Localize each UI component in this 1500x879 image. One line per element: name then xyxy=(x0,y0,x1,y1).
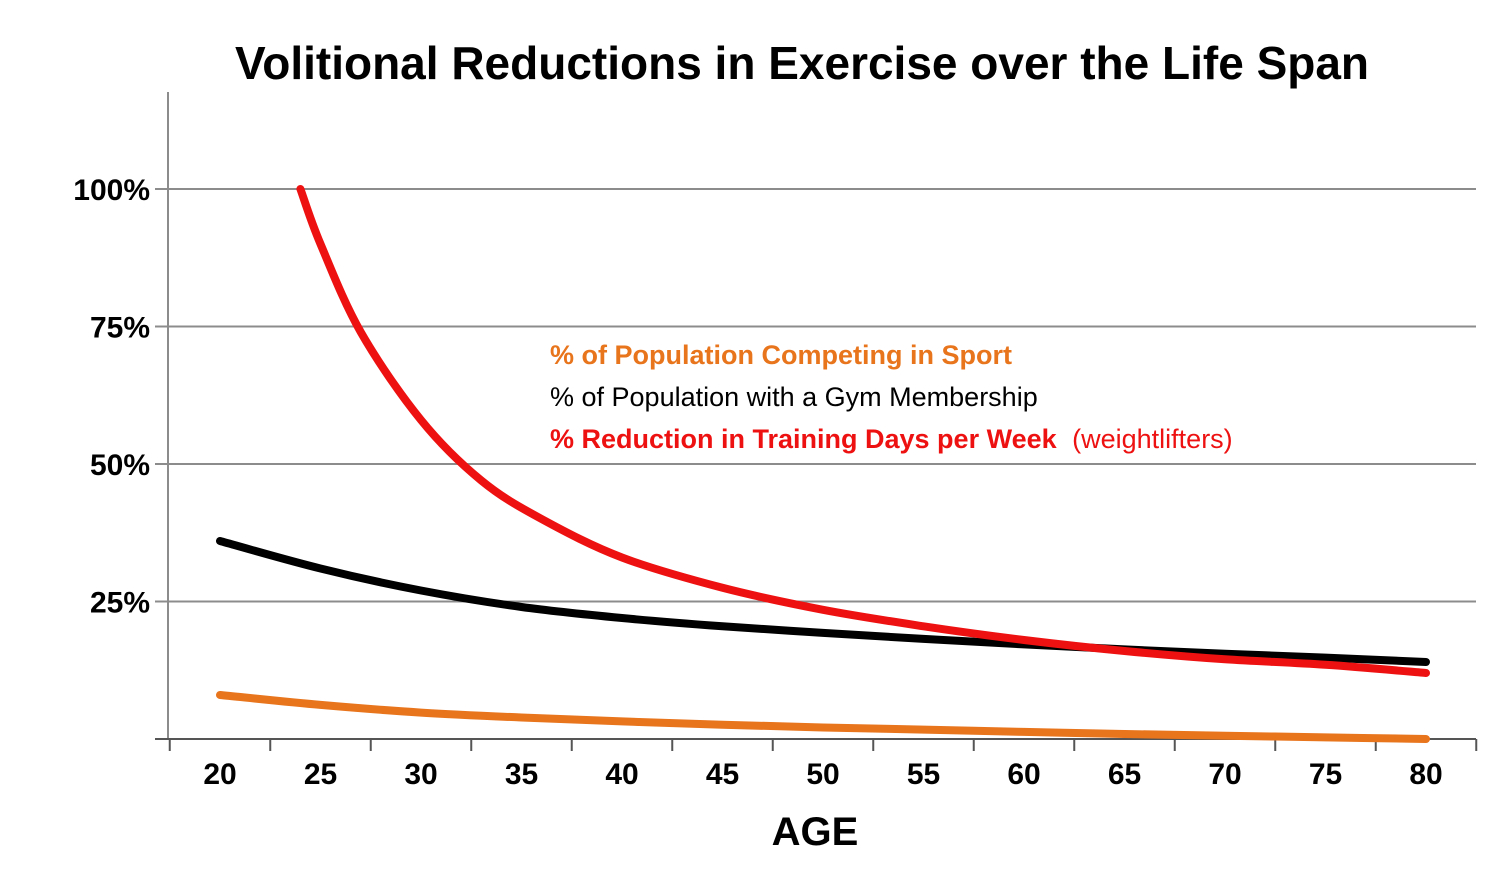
y-tick-labels: 25% 50% 75% 100% xyxy=(73,174,150,620)
x-tick-label: 55 xyxy=(907,758,940,791)
x-tick-label: 40 xyxy=(605,758,638,791)
x-tick-label: 70 xyxy=(1208,758,1241,791)
x-tick-label: 60 xyxy=(1007,758,1040,791)
legend-entry-training: % Reduction in Training Days per Week (w… xyxy=(550,424,1233,454)
legend-entry-sport: % of Population Competing in Sport xyxy=(550,340,1012,370)
series-lines xyxy=(216,185,1430,743)
gridlines xyxy=(168,188,1476,603)
legend-entry-gym: % of Population with a Gym Membership xyxy=(550,382,1038,412)
x-tick-label: 75 xyxy=(1309,758,1342,791)
x-tick-label: 20 xyxy=(203,758,236,791)
x-tick-label: 45 xyxy=(706,758,739,791)
x-axis-label: AGE xyxy=(772,810,859,854)
y-tick-label: 50% xyxy=(90,449,150,482)
x-tick-label: 35 xyxy=(505,758,538,791)
legend-entry-training-suffix: (weightlifters) xyxy=(1072,424,1233,454)
series-gym-line xyxy=(216,537,1430,666)
legend-entry-training-name: % Reduction in Training Days per Week xyxy=(550,424,1058,454)
series-training-line xyxy=(296,185,1430,677)
x-tick-label: 80 xyxy=(1409,758,1442,791)
y-tick-label: 25% xyxy=(90,587,150,620)
x-tick-label: 65 xyxy=(1108,758,1141,791)
legend: % of Population Competing in Sport % of … xyxy=(550,340,1233,454)
chart-title: Volitional Reductions in Exercise over t… xyxy=(235,37,1369,89)
x-tick-labels: 20 25 30 35 40 45 50 55 60 65 70 75 80 xyxy=(203,758,1442,791)
y-tick-label: 75% xyxy=(90,312,150,345)
x-tick-label: 50 xyxy=(806,758,839,791)
x-tick-label: 25 xyxy=(304,758,337,791)
y-tick-label: 100% xyxy=(73,174,150,207)
series-sport-line xyxy=(216,691,1430,743)
x-tick-label: 30 xyxy=(404,758,437,791)
